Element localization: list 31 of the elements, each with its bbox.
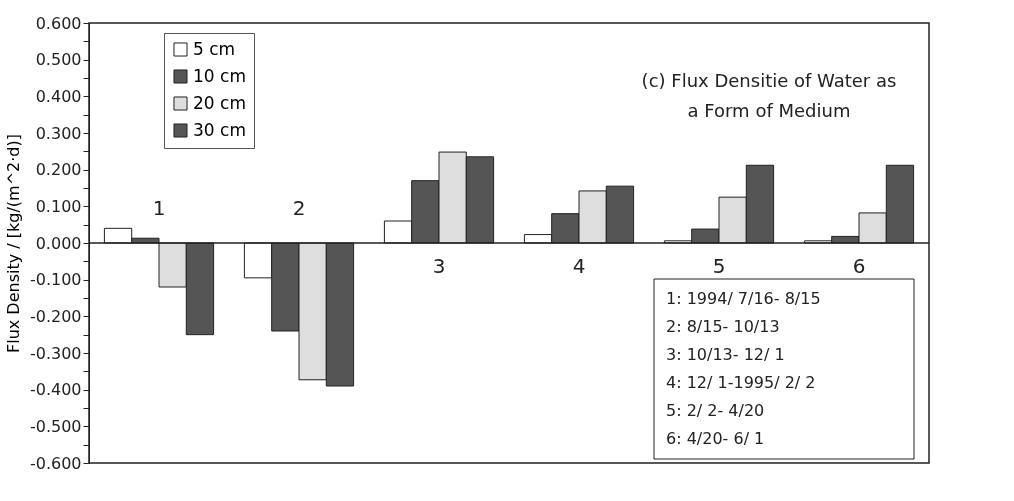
y-tick-label: -0.200: [29, 306, 82, 326]
annotation: 3: 10/13- 12/ 1: [666, 345, 785, 364]
y-tick-label: -0.400: [29, 380, 82, 400]
legend-label: 30 cm: [193, 119, 246, 140]
x-tick-label: 2: [292, 196, 306, 220]
y-tick-label: 0.000: [35, 233, 82, 253]
x-tick-label: 3: [432, 254, 446, 278]
annotation: 4: 12/ 1-1995/ 2/ 2: [666, 373, 816, 392]
legend-label: 20 cm: [193, 92, 246, 113]
annotation: 6: 4/20- 6/ 1: [666, 429, 765, 448]
y-tick-label: 0.500: [35, 50, 82, 70]
y-axis-title: Flux Density / [kg/(m^2·d)]: [3, 134, 23, 353]
y-tick-label: 0.200: [35, 160, 82, 180]
y-tick-label: 0.300: [35, 123, 82, 143]
legend-label: 10 cm: [193, 65, 246, 86]
x-tick-label: 1: [152, 196, 166, 220]
annotation: 2: 8/15- 10/13: [666, 317, 780, 336]
y-tick-label: -0.300: [29, 343, 82, 363]
annotation: 5: 2/ 2- 4/20: [666, 401, 765, 420]
y-tick-label: 0.400: [35, 86, 82, 106]
x-tick-label: 6: [852, 254, 866, 278]
y-tick-label: 0.100: [35, 196, 82, 216]
y-tick-label: 0.600: [35, 13, 82, 33]
y-tick-label: -0.500: [29, 416, 82, 436]
text: (c) Flux Densitie of Water as a Form of Medium: [641, 70, 897, 121]
y-tick-label: -0.100: [29, 270, 82, 290]
x-tick-label: 5: [712, 254, 726, 278]
x-tick-label: 4: [572, 254, 586, 278]
y-tick-label: -0.600: [29, 453, 82, 473]
legend-label: 5 cm: [193, 38, 236, 59]
annotation: 1: 1994/ 7/16- 8/15: [666, 289, 821, 308]
